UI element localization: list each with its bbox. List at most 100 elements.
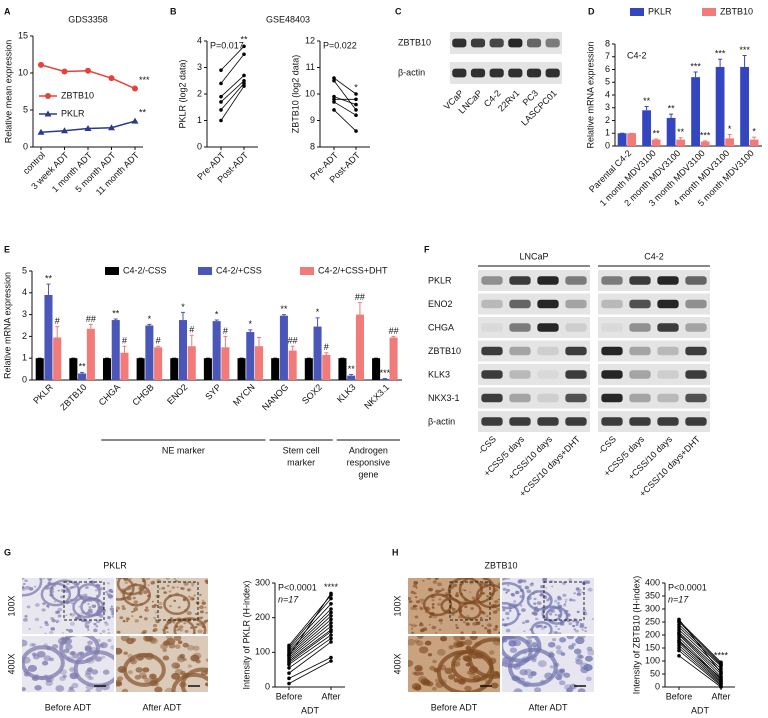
pair-line — [288, 626, 332, 660]
nucleus — [554, 625, 558, 628]
pair-line — [220, 75, 245, 97]
point — [131, 117, 139, 124]
bar — [221, 347, 230, 380]
bar — [102, 358, 112, 380]
nucleus — [497, 598, 500, 601]
magnification-label: 100X — [6, 595, 16, 616]
nucleus — [485, 679, 491, 684]
nucleus — [445, 593, 450, 597]
y-tick-label: 8 — [310, 141, 315, 151]
point — [677, 639, 681, 644]
nucleus — [424, 610, 428, 613]
zoom-box — [63, 581, 105, 621]
nucleus — [471, 596, 476, 600]
blot-group-label: C4-2 — [644, 251, 664, 261]
nucleus — [581, 591, 584, 594]
nucleus — [554, 631, 559, 634]
pair-line — [220, 54, 245, 84]
error-bar — [46, 283, 51, 295]
nucleus — [533, 590, 538, 593]
nucleus — [128, 592, 133, 595]
nucleus — [85, 656, 95, 664]
legend-label: PKLR — [61, 108, 85, 118]
pair-line — [333, 109, 357, 132]
point — [61, 127, 68, 134]
nucleus — [486, 595, 489, 598]
error-bar — [324, 352, 329, 355]
gland — [22, 578, 43, 597]
significance-label: * — [316, 307, 320, 317]
nucleus — [453, 636, 463, 642]
nucleus — [139, 585, 144, 590]
blot-strip — [598, 387, 710, 409]
nucleus — [560, 620, 564, 623]
nucleus — [127, 586, 133, 591]
gland — [163, 593, 191, 616]
y-tick-label: 0 — [655, 681, 660, 691]
nucleus — [486, 615, 489, 617]
nucleus — [87, 675, 93, 680]
nucleus — [26, 605, 31, 609]
y-axis-label: Relative mean expression — [3, 40, 13, 144]
nucleus — [564, 600, 567, 603]
bar — [136, 358, 145, 380]
nucleus — [171, 662, 181, 669]
blot-row-label: KLK3 — [428, 369, 450, 379]
blot-band — [481, 417, 503, 426]
nucleus — [524, 585, 530, 590]
nucleus — [410, 623, 416, 628]
nucleus — [468, 591, 472, 594]
group-label: gene — [358, 469, 378, 479]
nucleus — [576, 592, 582, 596]
panel-letter: C — [395, 6, 402, 16]
nucleus — [408, 600, 413, 604]
blot-strip — [478, 293, 590, 315]
nucleus — [33, 585, 37, 588]
nucleus — [134, 674, 141, 680]
nucleus — [78, 594, 84, 598]
blot-band — [685, 299, 707, 309]
nucleus — [494, 625, 499, 629]
nucleus — [488, 650, 495, 655]
nucleus — [200, 670, 208, 676]
nucleus — [426, 578, 432, 580]
nucleus — [50, 589, 55, 594]
bar — [154, 347, 163, 380]
pair-line — [678, 632, 722, 672]
blot-band — [545, 68, 560, 78]
error-bar — [315, 317, 320, 327]
nucleus — [169, 604, 173, 608]
nucleus — [564, 684, 572, 691]
blot-band — [657, 393, 679, 403]
point — [677, 628, 681, 632]
point — [329, 621, 333, 625]
tissue-image — [22, 636, 114, 692]
nucleus — [163, 591, 168, 595]
nucleus — [525, 619, 530, 624]
nucleus — [119, 616, 124, 620]
y-tick-label: 100 — [255, 647, 270, 657]
nucleus — [585, 580, 591, 584]
significance-label: ** — [280, 304, 288, 314]
nucleus — [166, 619, 172, 624]
nucleus — [49, 586, 55, 591]
y-tick-label: 300 — [645, 603, 660, 613]
nucleus — [54, 610, 60, 615]
blot-band — [685, 346, 707, 356]
point — [354, 102, 358, 107]
pair-line — [288, 641, 332, 674]
nucleus — [55, 619, 60, 623]
nucleus — [154, 686, 163, 692]
blot-row-label: ZBTB10 — [398, 37, 431, 47]
bar — [338, 358, 347, 380]
blot-band — [526, 38, 542, 48]
nucleus — [154, 682, 160, 687]
y-tick-label: 5 — [23, 104, 28, 114]
nucleus — [89, 676, 94, 681]
blot-band — [509, 346, 531, 356]
y-tick-label: 200 — [255, 612, 270, 622]
point — [329, 659, 333, 663]
nucleus — [576, 653, 583, 659]
nucleus — [463, 598, 468, 602]
